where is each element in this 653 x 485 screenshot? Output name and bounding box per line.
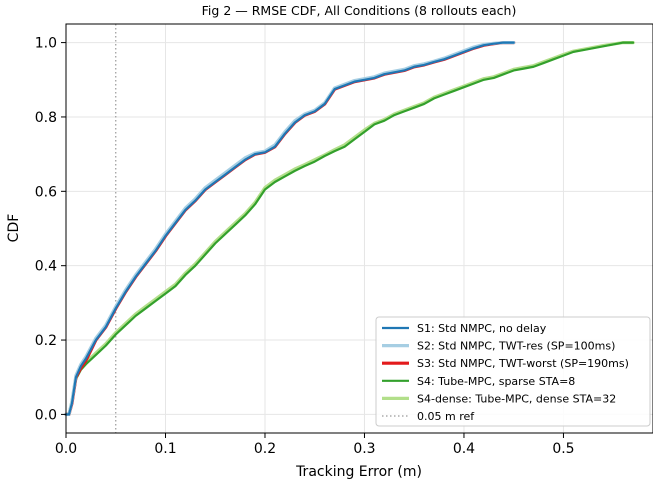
y-axis-label: CDF <box>6 214 22 243</box>
y-tick-label: 0.0 <box>35 407 57 423</box>
y-tick-label: 0.2 <box>35 333 57 349</box>
legend-label: S1: Std NMPC, no delay <box>417 322 547 335</box>
x-tick-label: 0.0 <box>55 441 77 457</box>
y-tick-label: 0.4 <box>35 259 57 275</box>
x-tick-label: 0.1 <box>154 441 176 457</box>
legend-label: S4: Tube-MPC, sparse STA=8 <box>417 375 575 388</box>
grid <box>65 24 653 433</box>
y-tick-label: 1.0 <box>35 36 57 52</box>
series-layer <box>64 40 635 417</box>
y-axis-ticks: 0.0 0.2 0.4 0.6 0.8 1.0 <box>35 36 66 423</box>
y-tick-label: 0.8 <box>35 110 57 126</box>
legend-label: S3: Std NMPC, TWT-worst (SP=190ms) <box>417 357 629 370</box>
x-tick-label: 0.5 <box>552 441 574 457</box>
legend-box <box>375 316 651 427</box>
x-tick-label: 0.4 <box>453 441 475 457</box>
x-axis-label: Tracking Error (m) <box>295 464 422 480</box>
x-tick-label: 0.2 <box>254 441 276 457</box>
legend: S1: Std NMPC, no delay S2: Std NMPC, TWT-… <box>375 316 651 427</box>
chart-title: Fig 2 — RMSE CDF, All Conditions (8 roll… <box>202 3 517 18</box>
legend-label: S4-dense: Tube-MPC, dense STA=32 <box>417 392 616 405</box>
legend-label: 0.05 m ref <box>417 410 475 423</box>
series-line-4 <box>64 41 635 416</box>
plot-frame <box>65 23 653 434</box>
x-tick-label: 0.3 <box>353 441 375 457</box>
x-axis-ticks: 0.0 0.1 0.2 0.3 0.4 0.5 <box>55 433 575 457</box>
y-tick-label: 0.6 <box>35 184 57 200</box>
legend-label: S2: Std NMPC, TWT-res (SP=100ms) <box>417 340 615 353</box>
series-line-1 <box>64 41 515 416</box>
